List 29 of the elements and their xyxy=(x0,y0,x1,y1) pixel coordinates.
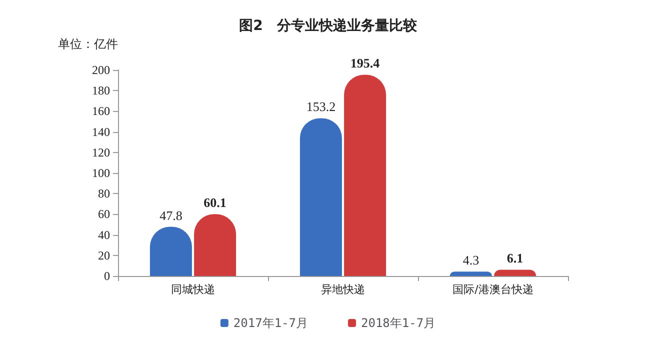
y-tick-label: 140 xyxy=(92,124,110,139)
data-label: 4.3 xyxy=(462,252,480,268)
data-label: 153.2 xyxy=(306,99,336,114)
y-tick-label: 180 xyxy=(92,84,110,98)
data-label: 6.1 xyxy=(506,250,524,266)
bar xyxy=(194,214,236,276)
data-label: 60.1 xyxy=(204,195,226,210)
x-tick-label: 异地快递 xyxy=(321,283,365,296)
y-tick-label: 20 xyxy=(98,248,110,262)
data-label: 47.8 xyxy=(160,208,182,223)
bar xyxy=(344,74,386,276)
y-tick-label: 40 xyxy=(98,228,110,242)
y-tick-label: 100 xyxy=(92,166,110,180)
legend-label: 2018年1-7月 xyxy=(361,316,436,330)
bar xyxy=(450,272,492,276)
y-tick-label: 60 xyxy=(98,207,110,222)
y-axis-title: 单位：亿件 xyxy=(58,37,118,51)
bar xyxy=(494,270,536,276)
y-tick-label: 200 xyxy=(92,63,110,77)
chart-title: 图2 分专业快递业务量比较 xyxy=(239,17,418,34)
x-tick-label: 国际/港澳台快递 xyxy=(452,283,534,296)
y-tick-label: 160 xyxy=(92,104,110,118)
x-tick-label: 同城快递 xyxy=(171,283,215,296)
y-tick-label: 80 xyxy=(98,186,110,201)
bar xyxy=(300,118,342,276)
y-tick-label: 120 xyxy=(92,145,110,160)
legend-label: 2017年1-7月 xyxy=(233,316,308,330)
y-tick-label: 0 xyxy=(104,269,110,283)
data-label: 195.4 xyxy=(350,56,380,71)
